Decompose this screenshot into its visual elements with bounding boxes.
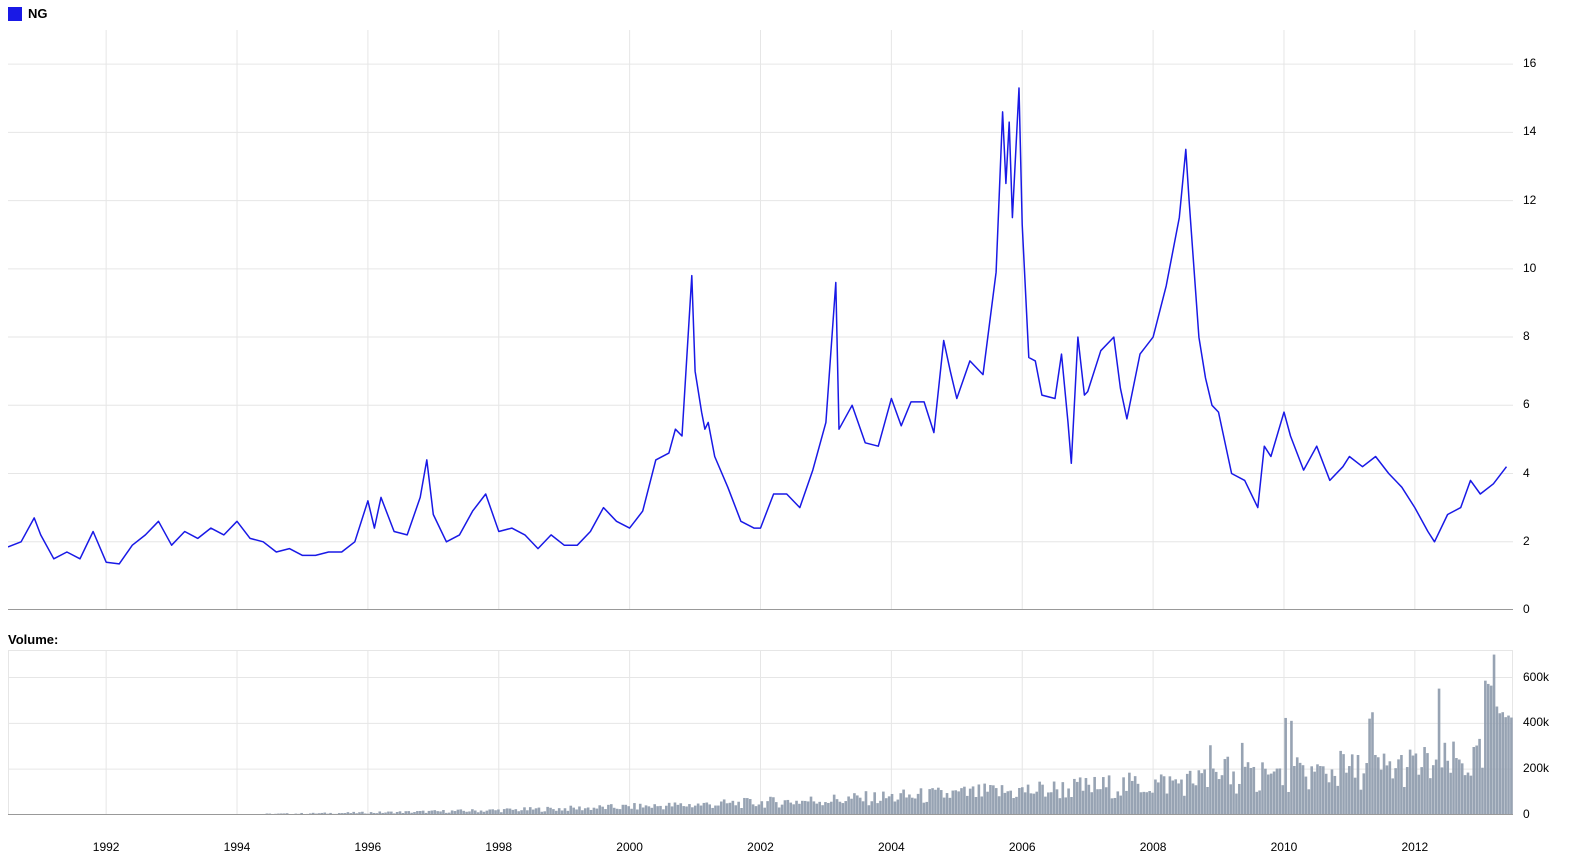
volume-title: Volume:	[8, 632, 58, 647]
price-y-tick-label: 8	[1523, 329, 1530, 343]
x-tick-label: 1996	[348, 840, 388, 854]
x-tick-label: 2002	[741, 840, 781, 854]
x-tick-label: 1992	[86, 840, 126, 854]
legend-swatch	[8, 7, 22, 21]
x-tick-label: 2000	[610, 840, 650, 854]
volume-chart	[8, 650, 1513, 815]
price-y-tick-label: 0	[1523, 602, 1530, 616]
volume-y-tick-label: 200k	[1523, 761, 1549, 775]
price-y-tick-label: 10	[1523, 261, 1536, 275]
volume-y-tick-label: 400k	[1523, 715, 1549, 729]
x-tick-label: 2004	[871, 840, 911, 854]
x-tick-label: 1998	[479, 840, 519, 854]
x-tick-label: 2010	[1264, 840, 1304, 854]
x-tick-label: 2012	[1395, 840, 1435, 854]
price-y-tick-label: 2	[1523, 534, 1530, 548]
price-y-tick-label: 12	[1523, 193, 1536, 207]
chart-legend: NG	[8, 6, 48, 21]
price-y-tick-label: 16	[1523, 56, 1536, 70]
legend-series-label: NG	[28, 6, 48, 21]
volume-y-tick-label: 600k	[1523, 670, 1549, 684]
x-tick-label: 2008	[1133, 840, 1173, 854]
price-y-tick-label: 4	[1523, 466, 1530, 480]
price-y-tick-label: 6	[1523, 397, 1530, 411]
price-chart	[8, 30, 1513, 610]
x-tick-label: 1994	[217, 840, 257, 854]
volume-y-tick-label: 0	[1523, 807, 1530, 821]
price-y-tick-label: 14	[1523, 124, 1536, 138]
x-tick-label: 2006	[1002, 840, 1042, 854]
